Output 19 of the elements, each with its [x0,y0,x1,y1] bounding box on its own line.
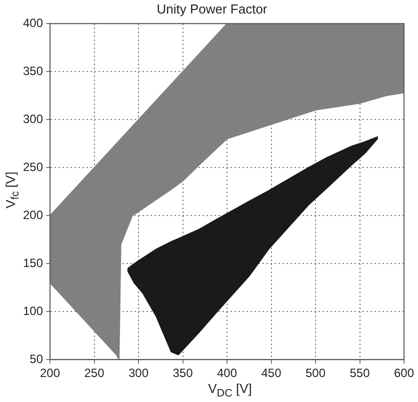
x-tick-label: 550 [350,366,370,380]
chart-title: Unity Power Factor [156,1,268,16]
x-tick-label: 600 [394,366,414,380]
y-tick-label: 100 [22,304,44,318]
x-tick-label: 250 [84,366,105,380]
x-tick-label: 450 [261,366,282,380]
x-tick-label: 300 [128,366,149,380]
y-tick-label: 250 [22,160,44,174]
x-tick-label: 200 [40,366,60,380]
y-tick-label: 150 [22,256,44,270]
x-tick-label: 500 [305,366,326,380]
x-tick-label: 400 [216,366,238,380]
x-axis-title: V$_{DC}$ [V] [208,381,252,400]
y-tick-label: 300 [22,112,44,126]
x-tick-label: 350 [172,366,194,380]
y-tick-label: 50 [30,352,44,366]
y-tick-label: 350 [22,64,44,78]
y-tick-label: 400 [22,16,44,30]
y-tick-label: 200 [22,208,44,222]
